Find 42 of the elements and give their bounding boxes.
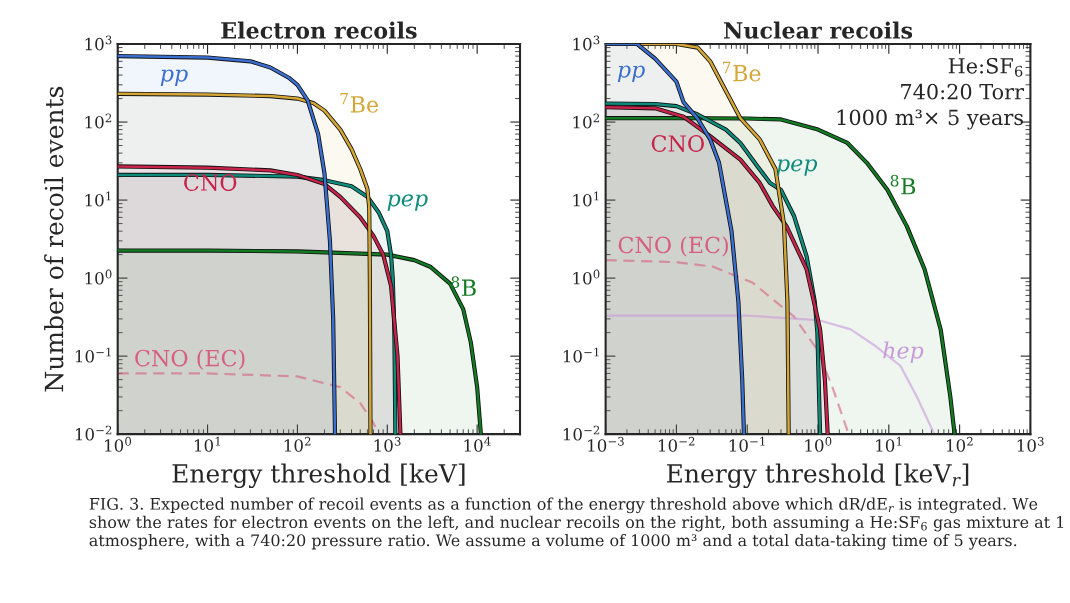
series-label: CNO (EC) xyxy=(135,349,245,370)
x-tick-label: 10$^{1}$ xyxy=(194,436,221,452)
y-tick-label: 10$^{−1}$ xyxy=(75,347,111,363)
y-axis-title: Number of recoil events xyxy=(44,86,64,392)
series-label: CNO xyxy=(651,135,704,152)
x-tick-label: 10$^{4}$ xyxy=(464,436,491,452)
x-axis-title: Energy threshold [keV] xyxy=(172,463,465,489)
series-label: pep xyxy=(387,194,428,211)
x-tick-label: 10$^{0}$ xyxy=(805,436,832,452)
annotation: He:SF$_{6}$ 740:20 Torr 1000 m³× 5 years xyxy=(837,57,1025,130)
series-label: CNO xyxy=(184,174,237,191)
series-label: pp xyxy=(617,65,645,83)
x-tick-label: 10$^{3}$ xyxy=(374,436,401,452)
x-tick-label: 10$^{1}$ xyxy=(876,436,902,452)
y-tick-label: 10$^{0}$ xyxy=(573,269,600,285)
chart-title: Electron recoils xyxy=(221,21,417,39)
y-tick-label: 10$^{0}$ xyxy=(85,269,112,285)
y-tick-label: 10$^{1}$ xyxy=(573,191,599,207)
x-tick-label: 10$^{2}$ xyxy=(946,436,973,452)
y-tick-label: 10$^{2}$ xyxy=(85,113,112,129)
x-tick-label: 10$^{3}$ xyxy=(1017,436,1044,452)
y-tick-label: 10$^{2}$ xyxy=(573,113,600,129)
y-tick-label: 10$^{3}$ xyxy=(85,35,112,51)
series-label: $^{8}$B xyxy=(451,276,476,296)
y-tick-label: 10$^{−1}$ xyxy=(563,347,599,363)
x-tick-label: 10$^{−3}$ xyxy=(588,436,624,452)
series-label: pep xyxy=(776,159,818,176)
series-label: hep xyxy=(883,341,924,363)
series-label: $^{7}$Be xyxy=(340,93,379,113)
series-label: $^{8}$B xyxy=(890,174,916,195)
x-tick-label: 10$^{−2}$ xyxy=(658,436,695,452)
y-tick-label: 10$^{1}$ xyxy=(85,191,111,207)
caption: FIG. 3. Expected number of recoil events as a function of the energy threshold above which dR/dE$_{r}$ is integrated. We show the rates for electron events on the left, and nuclear recoils on the right, both assuming a He:SF$_{6}$ gas mixture at 1 atmosphere, with a 740:20 pressure ratio. We assume a volume of 1000 m³ and a total data-taking time of 5 years. xyxy=(89,497,1064,550)
x-tick-label: 10$^{0}$ xyxy=(105,436,132,452)
series-label: pp xyxy=(160,69,188,86)
series-label: CNO (EC) xyxy=(618,236,728,257)
x-tick-label: 10$^{−1}$ xyxy=(729,436,765,452)
x-axis-title: Energy threshold [keV$_{r}$] xyxy=(667,463,969,489)
x-tick-label: 10$^{2}$ xyxy=(284,436,311,452)
chart-title: Nuclear recoils xyxy=(723,21,913,39)
series-label: $^{7}$Be xyxy=(722,61,761,82)
y-tick-label: 10$^{3}$ xyxy=(573,35,600,51)
